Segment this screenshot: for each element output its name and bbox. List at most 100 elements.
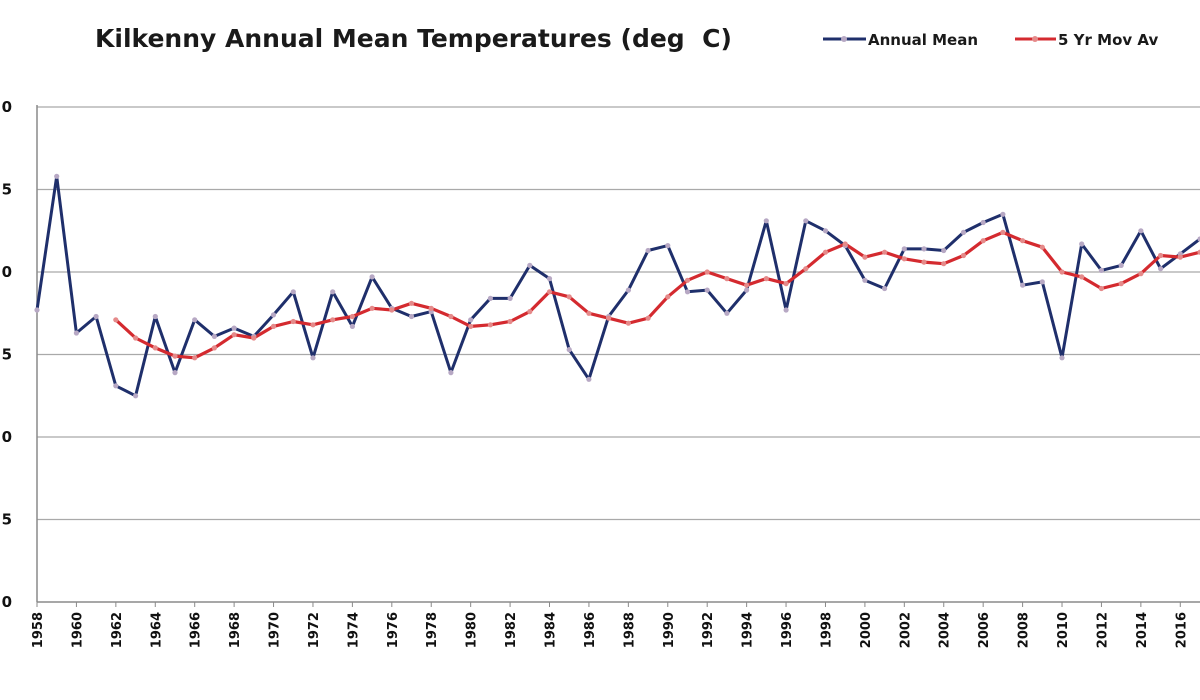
annual-mean-point xyxy=(369,274,375,280)
y-axis-tick-labels: 0 5 0 5 0 5 0 xyxy=(2,98,12,611)
annual-mean-point xyxy=(34,307,40,313)
y-tick-label: 5 xyxy=(2,511,12,529)
x-tick-label: 1968 xyxy=(228,612,243,648)
x-tick-label: 2016 xyxy=(1174,612,1189,648)
x-tick-label: 1988 xyxy=(622,612,637,648)
x-tick-label: 2002 xyxy=(898,612,913,648)
moving-average-point xyxy=(724,276,730,282)
annual-mean-point xyxy=(1000,211,1006,217)
annual-mean-point xyxy=(448,370,454,376)
annual-mean-point xyxy=(763,218,769,224)
x-tick-label: 1972 xyxy=(307,612,322,648)
x-tick-label: 2012 xyxy=(1095,612,1110,648)
x-tick-label: 2010 xyxy=(1056,612,1071,648)
x-tick-label: 2000 xyxy=(859,612,874,648)
x-tick-label: 2008 xyxy=(1017,612,1032,648)
annual-mean-point xyxy=(1079,241,1085,247)
moving-average-point xyxy=(231,332,237,338)
moving-average-point xyxy=(684,277,691,283)
x-tick-label: 1974 xyxy=(346,612,361,648)
x-tick-label: 1962 xyxy=(110,612,125,648)
annual-mean-point xyxy=(1059,355,1065,361)
moving-average-point xyxy=(428,305,434,311)
moving-average-point xyxy=(152,345,158,351)
moving-average-point xyxy=(960,252,967,259)
y-tick-label: 0 xyxy=(2,263,12,281)
moving-average-point xyxy=(1197,249,1200,255)
annual-mean-point xyxy=(507,295,513,301)
moving-average-point xyxy=(882,249,888,255)
moving-average-point xyxy=(1177,254,1183,260)
annual-mean-point xyxy=(1138,228,1144,234)
moving-average-point xyxy=(290,318,296,325)
annual-mean-point xyxy=(93,313,99,320)
annual-mean-point xyxy=(882,285,888,292)
annual-mean-point xyxy=(783,307,789,313)
moving-average-point xyxy=(389,307,395,313)
legend-marker-moving-average xyxy=(1032,36,1038,42)
x-tick-label: 2014 xyxy=(1135,612,1150,648)
series-points xyxy=(34,173,1200,399)
moving-average-point xyxy=(1059,269,1065,275)
moving-average-point xyxy=(665,294,671,300)
moving-average-point xyxy=(310,322,316,328)
chart-title: Kilkenny Annual Mean Temperatures (deg C… xyxy=(95,24,732,53)
annual-mean-point xyxy=(1158,266,1164,272)
gridlines xyxy=(37,106,1200,521)
moving-average-point xyxy=(468,323,474,329)
annual-mean-point xyxy=(684,289,691,295)
moving-average-point xyxy=(330,317,336,323)
annual-mean-point xyxy=(54,173,60,179)
x-tick-label: 1960 xyxy=(70,612,85,648)
moving-average-point xyxy=(487,322,493,328)
moving-average-point xyxy=(1020,238,1026,244)
annual-mean-point xyxy=(665,243,671,249)
annual-mean-point xyxy=(546,276,553,282)
annual-mean-point xyxy=(310,355,316,361)
axes xyxy=(36,105,1200,603)
x-tick-label: 2006 xyxy=(977,612,992,648)
annual-mean-point xyxy=(1197,236,1200,242)
moving-average-point xyxy=(625,320,632,326)
moving-average-point xyxy=(1000,229,1006,235)
moving-average-point xyxy=(546,289,553,295)
y-tick-label: 0 xyxy=(2,428,12,446)
annual-mean-point xyxy=(192,317,198,323)
annual-mean-point xyxy=(211,333,217,339)
annual-mean-point xyxy=(901,246,907,252)
annual-mean-point xyxy=(133,393,139,399)
moving-average-point xyxy=(566,294,572,300)
moving-average-point xyxy=(448,313,454,320)
x-tick-label: 1976 xyxy=(386,612,401,648)
moving-average-point xyxy=(783,281,789,287)
moving-average-point xyxy=(133,335,139,341)
x-tick-label: 1984 xyxy=(544,612,559,648)
x-tick-label: 1982 xyxy=(504,612,519,648)
series-lines xyxy=(35,174,1200,398)
annual-mean-point xyxy=(803,218,809,224)
annual-mean-point xyxy=(1020,282,1026,288)
moving-average-point xyxy=(527,309,533,315)
annual-mean-point xyxy=(625,287,632,293)
x-tick-label: 1966 xyxy=(189,612,204,648)
moving-average-point xyxy=(980,238,986,244)
moving-average-point xyxy=(1079,274,1085,280)
x-tick-label: 1990 xyxy=(662,612,677,648)
x-tick-label: 1986 xyxy=(583,612,598,648)
annual-mean-point xyxy=(921,246,927,252)
annual-mean-point xyxy=(290,289,296,295)
annual-mean-line xyxy=(35,174,1200,398)
moving-average-point xyxy=(270,323,277,329)
legend-label-annual-mean: Annual Mean xyxy=(868,31,978,49)
moving-average-point xyxy=(862,254,868,260)
annual-mean-point xyxy=(980,219,986,226)
moving-average-point xyxy=(822,249,829,255)
moving-average-point xyxy=(1158,252,1164,259)
moving-average-point xyxy=(408,300,415,306)
annual-mean-point xyxy=(231,325,237,331)
x-axis-tick-labels: 1958 1960 1962 1964 1966 1968 1970 1972 1974 1976… xyxy=(31,602,1189,648)
moving-average-point xyxy=(842,241,848,247)
moving-average-point xyxy=(113,317,119,323)
moving-average-point xyxy=(744,282,750,288)
moving-average-point xyxy=(369,305,375,311)
